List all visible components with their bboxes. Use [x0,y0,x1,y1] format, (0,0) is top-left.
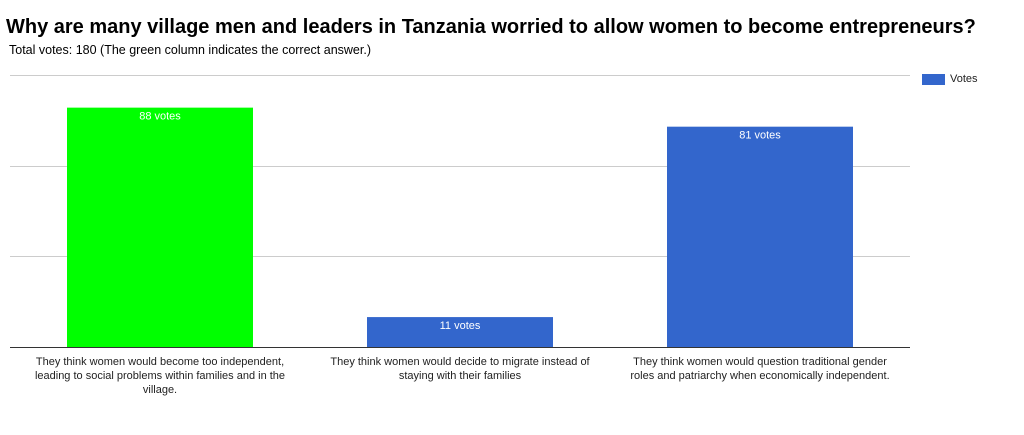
bar-0 [67,107,253,347]
bar-2 [667,126,853,348]
chart-subtitle: Total votes: 180 (The green column indic… [9,43,371,57]
category-label-1: They think women would decide to migrate… [330,356,590,382]
legend-label-votes: Votes [950,73,978,85]
data-label-2: 81 votes [739,130,781,142]
chart-legend: Votes [922,73,978,85]
category-label-2: They think women would question traditio… [630,356,890,382]
legend-swatch-votes [922,73,945,85]
bar-1 [367,317,553,347]
data-label-1: 11 votes [440,320,481,332]
category-label-0: They think women would become too indepe… [34,356,286,396]
chart-title: Why are many village men and leaders in … [6,16,976,38]
data-label-0: 88 votes [139,111,181,123]
